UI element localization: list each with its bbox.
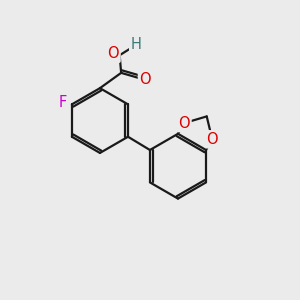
Text: O: O bbox=[107, 46, 119, 61]
Text: O: O bbox=[140, 72, 151, 87]
Text: O: O bbox=[178, 116, 190, 130]
Text: O: O bbox=[206, 132, 218, 147]
Text: H: H bbox=[131, 38, 142, 52]
Text: F: F bbox=[58, 95, 67, 110]
